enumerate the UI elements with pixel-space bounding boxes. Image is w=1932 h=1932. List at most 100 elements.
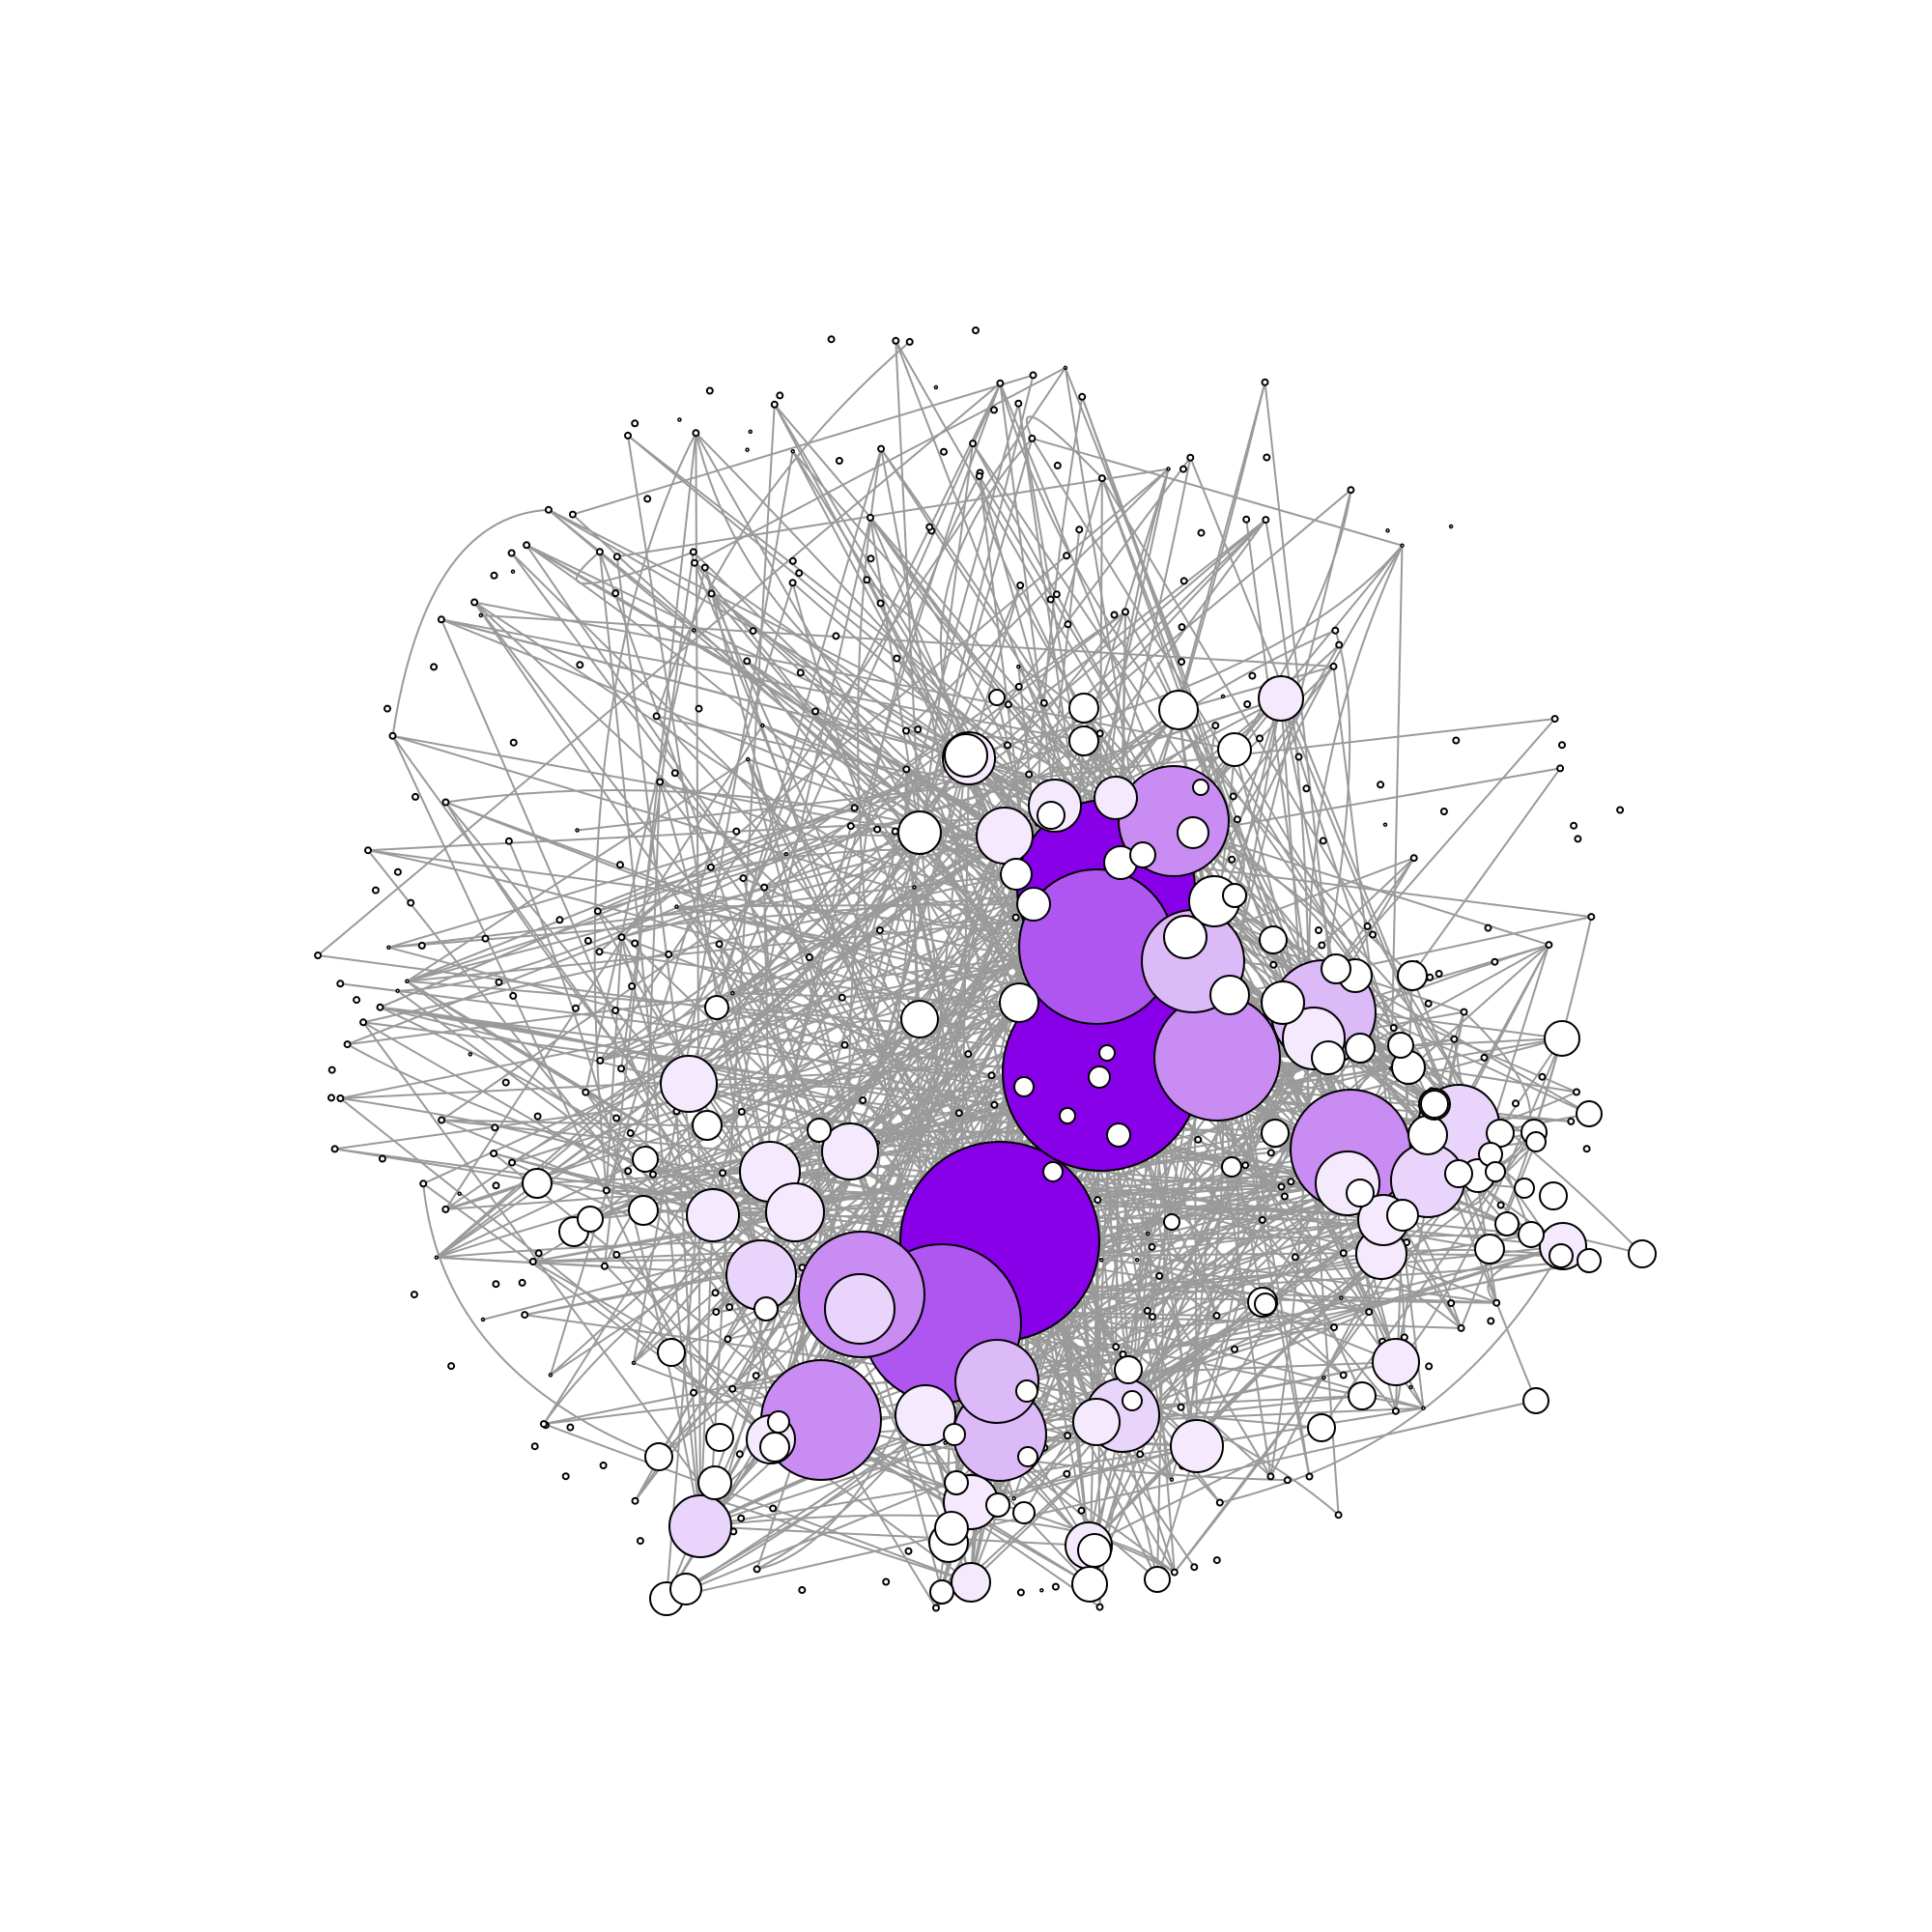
graph-node-small: [407, 898, 415, 907]
graph-node-small: [612, 553, 621, 561]
graph-node-small: [1169, 1477, 1175, 1482]
graph-node: [704, 995, 729, 1020]
graph-node-small: [737, 1514, 746, 1522]
graph-edge: [718, 943, 1097, 1423]
graph-node-small: [441, 798, 450, 807]
graph-edge: [598, 468, 1170, 953]
graph-edge: [968, 584, 1022, 759]
graph-node-small: [386, 945, 391, 951]
graph-node-small: [1063, 552, 1071, 560]
graph-node: [895, 1384, 956, 1446]
graph-node-small: [665, 950, 673, 958]
graph-node-small: [1450, 1035, 1459, 1043]
graph-node-small: [892, 336, 900, 345]
graph-edge: [572, 374, 1034, 516]
graph-node-small: [904, 1547, 913, 1555]
graph-node-small: [561, 1472, 570, 1481]
graph-node-small: [1574, 835, 1582, 843]
graph-node: [1397, 960, 1428, 991]
graph-edge: [1025, 415, 1103, 479]
graph-edge: [675, 905, 1345, 1377]
graph-edge: [473, 601, 921, 1020]
graph-node-small: [1616, 806, 1625, 814]
graph-node-small: [748, 429, 753, 435]
graph-node-small: [1155, 1271, 1164, 1280]
graph-node-small: [1321, 1376, 1326, 1380]
graph-node-small: [327, 1065, 336, 1074]
graph-node-small: [457, 1191, 462, 1197]
graph-node: [1222, 883, 1247, 908]
graph-node-small: [652, 712, 661, 721]
graph-node-small: [631, 1360, 637, 1366]
graph-node-small: [690, 1388, 697, 1397]
graph-edge: [1146, 489, 1352, 1312]
graph-node-small: [776, 391, 784, 400]
graph-edge: [532, 1211, 796, 1263]
graph-node-small: [1028, 434, 1037, 442]
graph-node-small: [739, 874, 748, 883]
graph-node: [1494, 1211, 1520, 1236]
graph-node-small: [1283, 1476, 1292, 1485]
graph-node: [1258, 675, 1304, 722]
graph-node-small: [1496, 1201, 1505, 1209]
graph-node-small: [770, 400, 779, 409]
graph-node: [900, 1000, 939, 1038]
graph-node-small: [544, 505, 553, 514]
graph-node-small: [1389, 1024, 1398, 1032]
graph-node: [1088, 1065, 1111, 1089]
graph-node-small: [388, 731, 397, 740]
graph-edge: [598, 552, 701, 1527]
graph-node: [1098, 1044, 1116, 1062]
graph-node: [705, 1423, 734, 1452]
graph-edge: [1088, 1253, 1382, 1547]
graph-node: [1514, 1178, 1535, 1199]
graph-node-small: [1315, 926, 1322, 934]
graph-edge: [1088, 1427, 1322, 1547]
graph-node-small: [1064, 620, 1072, 629]
graph-edge: [644, 781, 662, 1160]
graph-node-small: [969, 440, 978, 448]
graph-node-small: [990, 406, 998, 414]
graph-node: [1348, 1381, 1377, 1410]
graph-node-small: [990, 1100, 999, 1109]
graph-node-small: [656, 778, 665, 786]
graph-node-small: [876, 599, 885, 608]
graph-node-small: [509, 738, 518, 747]
graph-node: [1059, 1107, 1076, 1124]
graph-node-small: [611, 1007, 620, 1014]
graph-node-small: [719, 1169, 727, 1178]
graph-node-small: [470, 598, 479, 607]
graph-edge: [895, 340, 921, 834]
graph-node-small: [925, 523, 934, 531]
graph-edge: [1490, 944, 1550, 1131]
graph-node-small: [1266, 1149, 1275, 1157]
graph-node-small: [1280, 1192, 1289, 1201]
graph-edge: [543, 1423, 972, 1583]
graph-node-small: [412, 792, 419, 801]
graph-node-small: [504, 837, 513, 845]
graph-node-small: [1110, 611, 1119, 619]
graph-node-small: [1228, 855, 1236, 864]
graph-node-small: [595, 948, 604, 956]
graph-node: [1000, 858, 1033, 891]
graph-node-small: [769, 1504, 778, 1513]
graph-node-small: [419, 1179, 428, 1188]
graph-node-small: [1558, 741, 1566, 750]
graph-node: [1261, 1119, 1290, 1148]
graph-node-small: [1330, 1323, 1338, 1332]
graph-node-small: [1179, 577, 1188, 585]
graph-edge: [1189, 457, 1460, 1126]
graph-node-small: [1098, 1258, 1104, 1263]
graph-node-small: [595, 548, 604, 556]
graph-node-small: [1339, 1249, 1348, 1258]
graph-node-small: [760, 883, 769, 892]
graph-node: [1261, 980, 1305, 1025]
graph-edge: [1081, 396, 1384, 1221]
graph-node: [577, 1206, 604, 1233]
graph-node-small: [788, 556, 797, 565]
graph-node-small: [534, 1249, 543, 1258]
graph-node-small: [805, 953, 813, 961]
graph-node-small: [730, 990, 735, 996]
graph-node-small: [548, 1373, 554, 1378]
graph-node-small: [631, 419, 639, 428]
